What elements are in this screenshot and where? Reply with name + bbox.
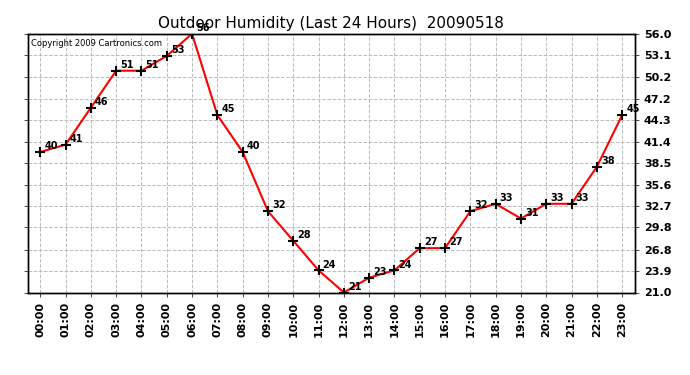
Text: 24: 24 <box>399 260 412 270</box>
Text: 24: 24 <box>323 260 336 270</box>
Text: 32: 32 <box>475 200 488 210</box>
Text: 32: 32 <box>272 200 286 210</box>
Text: Copyright 2009 Cartronics.com: Copyright 2009 Cartronics.com <box>30 39 161 48</box>
Text: 33: 33 <box>575 193 589 203</box>
Text: 27: 27 <box>424 237 437 248</box>
Text: 51: 51 <box>146 60 159 70</box>
Text: 46: 46 <box>95 97 108 107</box>
Text: 33: 33 <box>551 193 564 203</box>
Text: 28: 28 <box>297 230 311 240</box>
Text: 33: 33 <box>500 193 513 203</box>
Text: 23: 23 <box>373 267 387 277</box>
Title: Outdoor Humidity (Last 24 Hours)  20090518: Outdoor Humidity (Last 24 Hours) 2009051… <box>158 16 504 31</box>
Text: 45: 45 <box>627 104 640 114</box>
Text: 21: 21 <box>348 282 362 292</box>
Text: 56: 56 <box>196 23 210 33</box>
Text: 40: 40 <box>247 141 260 151</box>
Text: 38: 38 <box>601 156 615 166</box>
Text: 45: 45 <box>221 104 235 114</box>
Text: 51: 51 <box>120 60 134 70</box>
Text: 53: 53 <box>171 45 184 55</box>
Text: 40: 40 <box>44 141 58 151</box>
Text: 27: 27 <box>449 237 463 248</box>
Text: 31: 31 <box>525 208 539 218</box>
Text: 41: 41 <box>70 134 83 144</box>
